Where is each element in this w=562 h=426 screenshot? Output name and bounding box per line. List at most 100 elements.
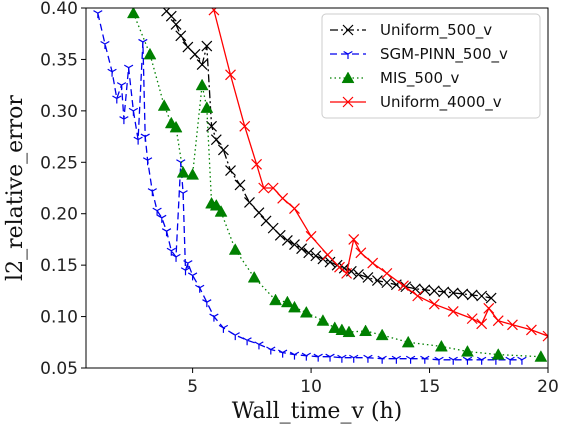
- plot-frame: [85, 7, 549, 369]
- y-tick-label-6: 0.35: [40, 50, 78, 70]
- point-2-28: [534, 350, 548, 362]
- point-2-6: [186, 168, 200, 180]
- point-0-13: [244, 196, 255, 208]
- point-0-22: [310, 250, 322, 262]
- point-2-13: [247, 270, 261, 283]
- legend-box: [321, 13, 541, 119]
- point-2-18: [316, 314, 330, 326]
- point-1-8: [133, 136, 143, 145]
- point-3-16: [398, 280, 409, 292]
- point-1-48: [505, 356, 515, 365]
- legend-item-2: MIS_500_v: [330, 69, 460, 88]
- point-3-19: [447, 306, 459, 317]
- y-tick-label-1: 0.10: [40, 308, 78, 328]
- point-2-2: [157, 99, 171, 111]
- point-3-7: [289, 203, 300, 214]
- point-1-16: [166, 247, 176, 256]
- x-tick-label-2: 15: [419, 377, 441, 397]
- point-1-1: [100, 40, 110, 49]
- point-0-31: [381, 277, 393, 289]
- point-1-35: [325, 353, 335, 362]
- point-1-17: [171, 253, 181, 262]
- y-tick-label-3: 0.20: [40, 205, 78, 225]
- y-tick-label-7: 0.40: [40, 0, 78, 19]
- point-3-1: [225, 69, 236, 81]
- point-1-43: [434, 356, 444, 365]
- legend-marker-2: [341, 71, 355, 84]
- plot-layer: [93, 8, 548, 365]
- point-3-5: [267, 182, 279, 194]
- point-2-15: [280, 295, 294, 308]
- point-1-30: [266, 346, 276, 355]
- point-1-34: [313, 353, 323, 362]
- y-tick-label-2: 0.15: [40, 256, 78, 276]
- legend-item-3: Uniform_4000_v: [330, 93, 502, 112]
- point-2-19: [328, 321, 342, 333]
- point-1-33: [301, 352, 311, 361]
- legend-item-0: Uniform_500_v: [330, 21, 492, 40]
- point-0-28: [353, 268, 364, 280]
- point-0-24: [324, 256, 336, 268]
- point-2-14: [269, 293, 282, 306]
- point-0-21: [303, 247, 315, 259]
- point-1-13: [152, 207, 162, 216]
- point-3-10: [334, 261, 345, 273]
- point-2-16: [288, 300, 301, 313]
- point-2-4: [169, 120, 183, 133]
- point-1-24: [202, 299, 212, 308]
- point-1-21: [183, 260, 193, 269]
- point-2-7: [195, 78, 209, 91]
- x-axis-label: Wall_time_v (h): [232, 399, 402, 424]
- point-1-40: [391, 355, 402, 364]
- point-1-38: [363, 354, 373, 363]
- x-tick-label-1: 10: [300, 377, 322, 397]
- point-2-10: [209, 198, 223, 211]
- point-2-17: [299, 305, 313, 318]
- point-2-11: [214, 205, 228, 217]
- legend-marker-0: [342, 24, 354, 36]
- point-2-24: [401, 335, 415, 348]
- y-tick-label-4: 0.25: [40, 153, 78, 173]
- point-1-37: [349, 354, 359, 363]
- legend-label-2: MIS_500_v: [380, 69, 460, 88]
- point-0-14: [253, 207, 265, 219]
- legend-label-1: SGM-PINN_500_v: [380, 45, 508, 64]
- point-3-14: [367, 257, 379, 269]
- point-3-24: [507, 319, 518, 331]
- point-3-25: [525, 324, 537, 336]
- point-2-25: [434, 339, 448, 352]
- point-1-23: [195, 284, 205, 293]
- point-0-9: [210, 134, 222, 146]
- point-1-46: [477, 356, 487, 365]
- point-3-2: [239, 120, 251, 132]
- series-line-2: [132, 12, 541, 358]
- series-0: [161, 8, 497, 304]
- series-3: [208, 8, 548, 342]
- point-1-29: [254, 341, 264, 350]
- point-2-23: [375, 328, 389, 341]
- point-2-21: [342, 325, 356, 338]
- point-1-39: [377, 355, 387, 364]
- point-0-17: [274, 229, 286, 241]
- point-1-7: [128, 107, 139, 116]
- legend: Uniform_500_v SGM-PINN_500_v MIS_500_v Unif…: [321, 13, 541, 119]
- point-1-5: [119, 116, 129, 125]
- point-2-26: [461, 345, 474, 357]
- y-axis-label: l2_relative_error: [3, 95, 28, 281]
- point-0-37: [438, 286, 450, 298]
- point-1-15: [161, 228, 172, 237]
- point-1-4: [116, 82, 127, 91]
- point-1-20: [180, 267, 191, 276]
- point-0-2: [170, 19, 182, 30]
- ticks-layer: 5 10 15 20 0.05 0.10 0.15 0.20 0.25 0.30 0.35 0.40: [40, 0, 559, 397]
- point-1-3: [112, 95, 122, 104]
- point-0-42: [485, 292, 497, 304]
- point-1-36: [337, 354, 347, 363]
- point-3-9: [322, 249, 334, 261]
- point-1-25: [209, 313, 219, 322]
- point-1-44: [448, 356, 458, 365]
- point-1-18: [176, 159, 186, 168]
- point-0-1: [165, 10, 177, 22]
- point-3-22: [483, 302, 495, 314]
